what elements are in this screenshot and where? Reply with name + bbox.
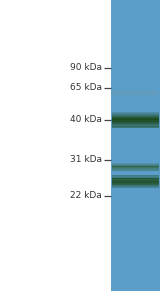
Bar	[112, 112, 159, 113]
Bar	[112, 164, 159, 165]
Bar	[112, 170, 159, 171]
Bar	[112, 124, 159, 125]
Bar	[112, 169, 159, 170]
Bar	[112, 118, 159, 119]
Bar	[112, 178, 159, 179]
Bar	[112, 179, 159, 180]
Text: 90 kDa: 90 kDa	[70, 63, 102, 72]
Bar	[112, 178, 159, 179]
Bar	[112, 123, 159, 124]
Bar	[112, 168, 159, 169]
Bar	[112, 126, 159, 127]
Bar	[112, 127, 159, 128]
Bar	[112, 166, 159, 167]
Bar	[112, 168, 159, 169]
Bar	[112, 121, 159, 122]
Bar	[112, 115, 159, 116]
Text: 40 kDa: 40 kDa	[70, 116, 102, 125]
Bar	[112, 113, 159, 114]
Bar	[112, 117, 159, 118]
Bar	[113, 95, 158, 96]
Bar	[113, 94, 158, 95]
Bar	[112, 184, 159, 185]
Bar	[112, 163, 159, 164]
Text: 65 kDa: 65 kDa	[70, 84, 102, 93]
Bar	[112, 120, 159, 121]
Bar	[112, 126, 159, 127]
Bar	[112, 179, 159, 180]
Bar	[112, 167, 159, 168]
Bar	[112, 125, 159, 126]
Bar	[112, 165, 159, 166]
Bar	[112, 187, 159, 188]
Bar	[112, 181, 159, 182]
Bar	[112, 114, 159, 115]
Bar	[112, 186, 159, 187]
Bar	[112, 182, 159, 183]
Bar	[112, 165, 159, 166]
Bar	[113, 94, 158, 95]
Bar	[112, 176, 159, 177]
Bar	[113, 90, 158, 91]
Bar	[113, 92, 158, 93]
Text: 31 kDa: 31 kDa	[70, 155, 102, 164]
Bar	[112, 120, 159, 121]
Bar	[112, 175, 159, 176]
Bar	[112, 117, 159, 118]
Bar	[112, 122, 159, 123]
Bar	[112, 183, 159, 184]
Bar	[111, 0, 160, 291]
Bar	[113, 91, 158, 92]
Bar	[112, 119, 159, 120]
Bar	[112, 185, 159, 186]
Bar	[112, 113, 159, 114]
Bar	[112, 180, 159, 181]
Text: 22 kDa: 22 kDa	[70, 191, 102, 200]
Bar	[112, 177, 159, 178]
Bar	[112, 116, 159, 117]
Bar	[113, 93, 158, 94]
